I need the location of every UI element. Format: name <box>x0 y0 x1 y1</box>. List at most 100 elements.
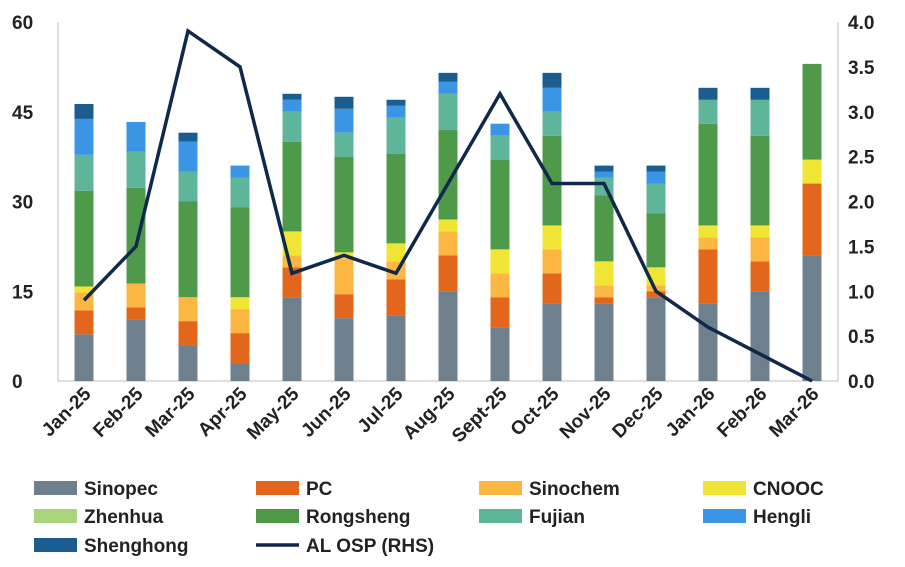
legend-label-zhenhua: Zhenhua <box>84 507 164 528</box>
legend-label-fujian: Fujian <box>529 507 585 528</box>
bar-fujian <box>178 171 198 202</box>
bar-fujian <box>282 111 302 142</box>
bar-shenghong <box>594 165 614 172</box>
bar-shenghong <box>698 87 718 100</box>
osp-line-group <box>82 28 813 383</box>
bar-pc <box>438 255 458 292</box>
bar-sinochem <box>282 255 302 268</box>
bar-pc <box>698 249 718 304</box>
legend-swatch-sinochem <box>479 481 522 495</box>
x-tick-label: Feb-26 <box>713 384 771 442</box>
bar-hengli <box>230 165 250 178</box>
bar-shenghong <box>74 103 94 119</box>
y-right-tick-label: 2.0 <box>848 193 874 214</box>
bar-rongsheng <box>126 187 146 284</box>
bar-sinochem <box>698 237 718 250</box>
bar-cnooc <box>698 225 718 238</box>
bar-pc <box>646 291 666 298</box>
legend-label-cnooc: CNOOC <box>753 479 824 500</box>
bar-rongsheng <box>594 195 614 262</box>
bar-sinopec <box>438 291 458 381</box>
y-left-tick-label: 15 <box>12 282 34 303</box>
y-left-tick-label: 60 <box>12 13 33 34</box>
x-tick-label: Jun-25 <box>297 383 355 441</box>
legend-label-shenghong: Shenghong <box>84 536 188 557</box>
bar-cnooc <box>594 261 614 286</box>
x-tick-label: Apr-25 <box>194 383 252 441</box>
bar-sinopec <box>178 345 198 381</box>
legend-label-sinopec: Sinopec <box>84 479 158 500</box>
bar-cnooc <box>386 243 406 262</box>
bar-hengli <box>126 121 146 152</box>
y-right-tick-label: 4.0 <box>848 13 874 34</box>
legend-label-sinochem: Sinochem <box>529 479 620 500</box>
legend-swatch-sinopec <box>34 481 77 495</box>
legend-swatch-shenghong <box>34 538 77 552</box>
x-tick-label: Sept-25 <box>448 383 512 447</box>
bar-shenghong <box>282 93 302 100</box>
bar-hengli <box>646 171 666 184</box>
legend-label-al-osp-rhs: AL OSP (RHS) <box>306 536 434 557</box>
legend-swatch-rongsheng <box>256 509 299 523</box>
bar-pc <box>178 321 198 346</box>
x-tick-label: Dec-25 <box>609 383 668 442</box>
bar-rongsheng <box>750 135 770 226</box>
legend-swatch-pc <box>256 481 299 495</box>
bar-cnooc <box>74 286 94 293</box>
bar-pc <box>802 183 822 256</box>
x-tick-label: Feb-25 <box>89 383 147 441</box>
bar-sinochem <box>750 237 770 262</box>
bar-rongsheng <box>282 141 302 232</box>
bar-hengli <box>542 87 562 112</box>
bar-hengli <box>178 141 198 172</box>
bar-sinochem <box>178 297 198 322</box>
bar-rongsheng <box>802 63 822 160</box>
bar-rongsheng <box>438 129 458 220</box>
bar-sinochem <box>126 283 146 308</box>
bar-sinochem <box>230 309 250 334</box>
legend-swatch-fujian <box>479 509 522 523</box>
bar-hengli <box>594 171 614 178</box>
bar-rongsheng <box>230 207 250 298</box>
bar-sinopec <box>126 319 146 381</box>
bar-sinopec <box>386 315 406 381</box>
bar-cnooc <box>542 225 562 250</box>
bar-cnooc <box>750 225 770 238</box>
bar-sinopec <box>542 303 562 381</box>
bar-hengli <box>438 81 458 94</box>
bar-sinochem <box>542 249 562 274</box>
bar-pc <box>126 307 146 320</box>
y-right-tick-label: 3.5 <box>848 58 875 79</box>
y-right-tick-label: 0.0 <box>848 372 874 393</box>
bar-hengli <box>386 105 406 118</box>
bar-sinopec <box>698 303 718 381</box>
legend: Sinopec PC Sinochem CNOOC Zhenhua Rongsheng Fu… <box>34 479 824 557</box>
x-tick-label: Jan-26 <box>662 384 719 441</box>
bar-sinopec <box>594 303 614 381</box>
x-tick-label: Mar-26 <box>765 384 823 442</box>
bar-sinopec <box>282 297 302 381</box>
bar-hengli <box>282 99 302 112</box>
bar-rongsheng <box>646 213 666 268</box>
bar-sinochem <box>438 231 458 256</box>
bar-pc <box>74 310 94 335</box>
bar-shenghong <box>542 72 562 88</box>
y-right-tick-label: 1.5 <box>848 237 875 258</box>
bar-fujian <box>646 183 666 214</box>
bar-sinopec <box>334 318 354 381</box>
bar-fujian <box>74 154 94 191</box>
bar-fujian <box>438 93 458 130</box>
legend-label-rongsheng: Rongsheng <box>306 507 411 528</box>
bar-fujian <box>750 99 770 136</box>
bar-pc <box>282 267 302 298</box>
legend-swatch-hengli <box>703 509 746 523</box>
bar-rongsheng <box>334 156 354 253</box>
bar-fujian <box>386 117 406 154</box>
bar-cnooc <box>230 297 250 310</box>
bar-sinopec <box>490 327 510 381</box>
y-right-tick-label: 1.0 <box>848 282 874 303</box>
y-left-tick-label: 45 <box>12 103 34 124</box>
bar-sinopec <box>646 297 666 381</box>
x-tick-label: Jan-25 <box>38 383 96 441</box>
